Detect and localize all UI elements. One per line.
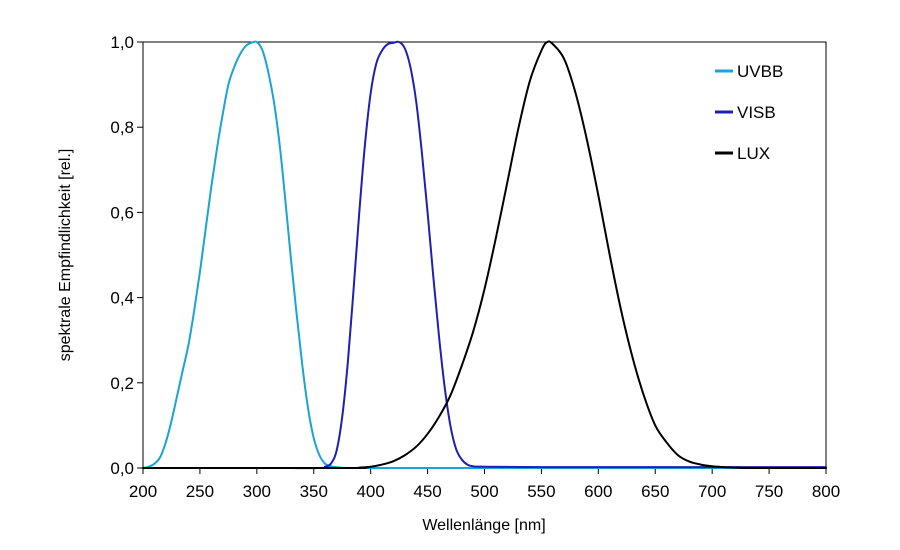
y-tick-label: 0,6 bbox=[110, 203, 134, 222]
y-tick-label: 0,4 bbox=[110, 289, 134, 308]
axes-layer: 200 250 300 350 400 450 500 550 600 650 700 750 800 0… bbox=[110, 33, 840, 501]
x-tick-label: 400 bbox=[356, 482, 384, 501]
x-tick-label: 550 bbox=[527, 482, 555, 501]
series-line-visb bbox=[142, 40, 827, 470]
x-tick-label: 650 bbox=[641, 482, 669, 501]
legend-label-lux: LUX bbox=[737, 144, 770, 163]
x-tick-label: 800 bbox=[812, 482, 840, 501]
y-axis-title: spektrale Empfindlichkeit [rel.] bbox=[57, 149, 74, 362]
x-axis-title: Wellenlänge [nm] bbox=[422, 517, 545, 534]
y-tick-label: 0,2 bbox=[110, 374, 134, 393]
x-tick-label: 300 bbox=[243, 482, 271, 501]
x-tick-label: 200 bbox=[129, 482, 157, 501]
x-tick-label: 250 bbox=[186, 482, 214, 501]
series-layer bbox=[142, 40, 827, 470]
series-line-lux bbox=[142, 40, 827, 470]
series-line-uvbb bbox=[142, 40, 827, 470]
x-tick-label: 450 bbox=[413, 482, 441, 501]
legend: UVBB VISB LUX bbox=[715, 62, 783, 163]
x-tick-label: 350 bbox=[300, 482, 328, 501]
plot-frame bbox=[142, 41, 827, 469]
y-tick-label: 1,0 bbox=[110, 33, 134, 52]
legend-label-uvbb: UVBB bbox=[737, 62, 783, 81]
x-tick-label: 700 bbox=[698, 482, 726, 501]
x-tick-label: 600 bbox=[584, 482, 612, 501]
y-tick-label: 0,0 bbox=[110, 459, 134, 478]
x-tick-label: 500 bbox=[470, 482, 498, 501]
legend-label-visb: VISB bbox=[737, 103, 776, 122]
y-tick-label: 0,8 bbox=[110, 118, 134, 137]
x-tick-label: 750 bbox=[755, 482, 783, 501]
